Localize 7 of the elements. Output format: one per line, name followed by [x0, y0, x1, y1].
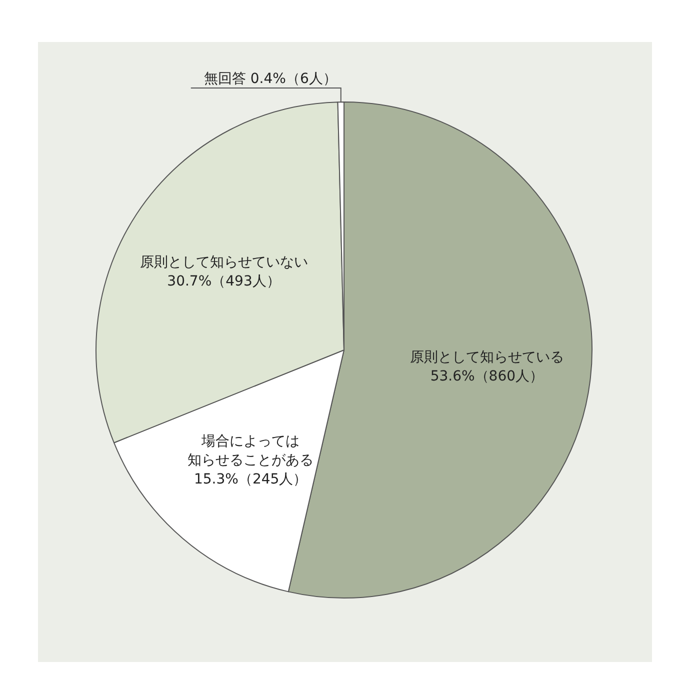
data-label: 30.7%（493人）	[167, 274, 280, 290]
slice-label: 原則として知らせていない	[140, 254, 308, 271]
data-label: 53.6%（860人）	[430, 368, 544, 385]
slice-label: 無回答 0.4%（6人）	[204, 71, 337, 87]
data-label: 15.3%（245人）	[194, 471, 308, 488]
slice-label: 原則として知らせている	[410, 350, 564, 366]
slice-label: 場合によっては知らせることがある	[188, 433, 314, 468]
